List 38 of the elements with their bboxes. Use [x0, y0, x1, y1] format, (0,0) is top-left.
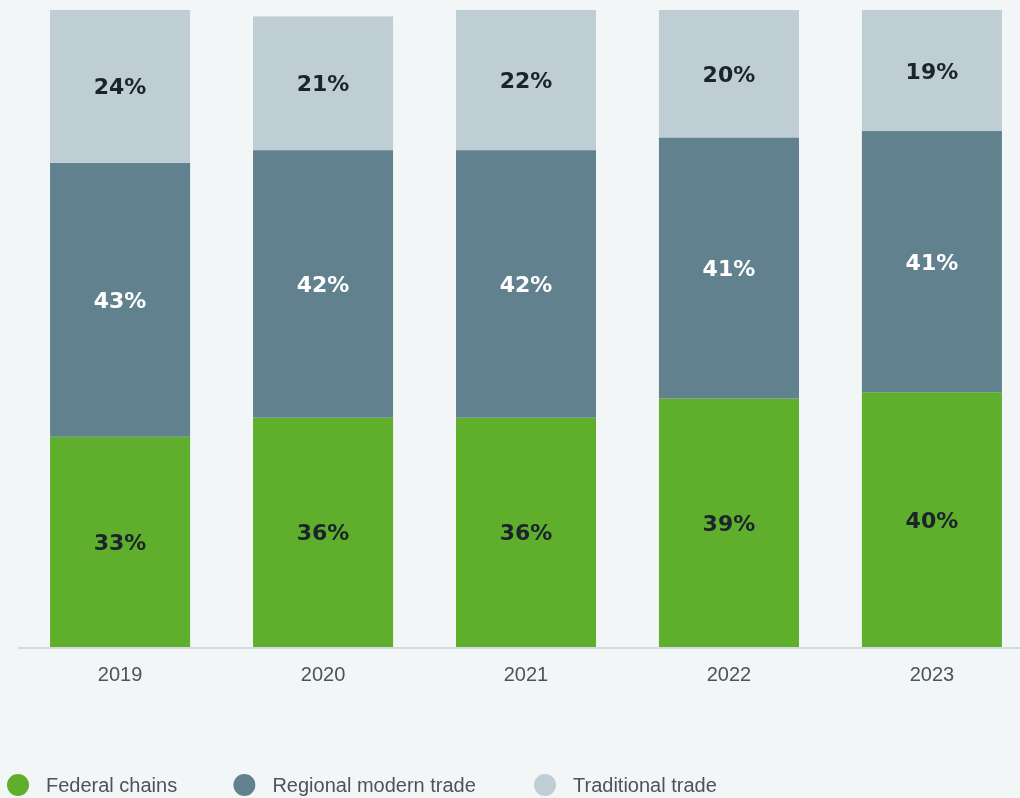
data-label: 22% — [499, 68, 553, 94]
x-tick-label: 2021 — [503, 663, 549, 685]
bar — [658, 137, 799, 399]
data-label: 42% — [296, 271, 350, 297]
data-label: 41% — [702, 255, 756, 281]
data-label: 21% — [296, 71, 350, 97]
x-tick-label: 2022 — [706, 663, 752, 685]
data-label: 33% — [93, 529, 147, 555]
data-label: 20% — [702, 61, 756, 87]
data-label: 42% — [499, 271, 553, 297]
bar — [658, 10, 799, 138]
bar — [253, 16, 394, 151]
legend-label: Traditional trade — [573, 774, 717, 796]
bar — [455, 417, 597, 647]
data-label: 36% — [499, 520, 553, 546]
x-tick-label: 2020 — [300, 663, 346, 685]
data-label: 36% — [296, 520, 350, 546]
x-tick-label: 2023 — [909, 663, 955, 685]
legend-label: Regional modern trade — [272, 774, 476, 796]
bar — [455, 150, 597, 418]
bar — [50, 436, 191, 647]
data-label: 43% — [93, 287, 147, 313]
data-label: 24% — [93, 74, 147, 100]
bar — [861, 131, 1002, 393]
data-label: 19% — [905, 58, 959, 84]
data-label: 40% — [905, 507, 959, 533]
bar — [861, 10, 1002, 132]
legend-label: Federal chains — [46, 774, 178, 796]
bar — [455, 10, 597, 151]
bar — [861, 392, 1002, 647]
bar — [50, 162, 191, 437]
data-label: 41% — [905, 249, 959, 275]
x-tick-label: 2019 — [97, 663, 143, 685]
bar — [50, 10, 191, 163]
bar — [253, 417, 394, 647]
data-label: 39% — [702, 510, 756, 536]
bar — [658, 398, 799, 647]
bar — [253, 150, 394, 418]
